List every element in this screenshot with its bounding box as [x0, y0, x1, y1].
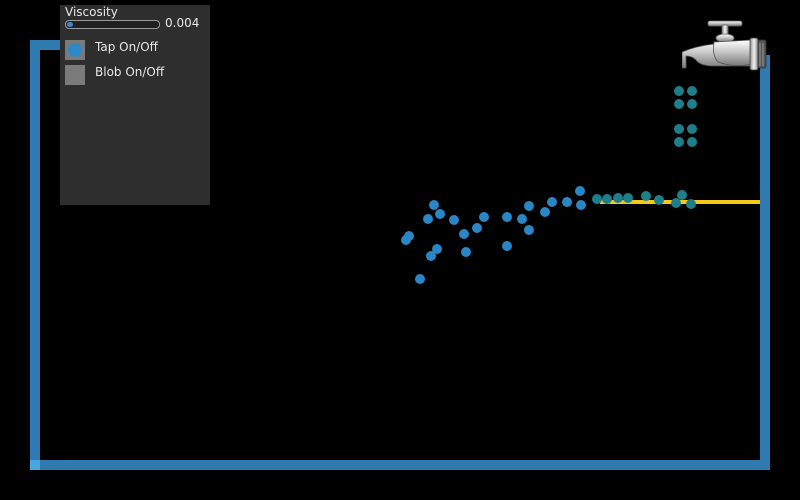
control-panel: Viscosity 0.004 Tap On/Off Blob On/Off — [60, 5, 210, 205]
fluid-particle — [415, 274, 425, 284]
fluid-particle — [654, 195, 664, 205]
fluid-particle — [677, 190, 687, 200]
container-top-lip — [30, 40, 70, 50]
fluid-particle — [435, 209, 445, 219]
fluid-particle — [671, 198, 681, 208]
fluid-particle — [459, 229, 469, 239]
fluid-particle — [472, 223, 482, 233]
fluid-particle — [502, 241, 512, 251]
fluid-particle — [524, 225, 534, 235]
fluid-particle — [401, 235, 411, 245]
container-corner — [30, 460, 40, 470]
fluid-particle — [641, 191, 651, 201]
fluid-particle — [429, 200, 439, 210]
blob-toggle-checkbox[interactable] — [65, 65, 85, 85]
fluid-particle — [674, 124, 684, 134]
fluid-particle — [517, 214, 527, 224]
fluid-particle — [432, 244, 442, 254]
fluid-particle — [592, 194, 602, 204]
tap-toggle-on-indicator — [68, 43, 82, 57]
fluid-particle — [674, 86, 684, 96]
fluid-particle — [613, 193, 623, 203]
fluid-particle — [687, 124, 697, 134]
container-right-wall — [760, 55, 770, 470]
faucet-icon[interactable] — [682, 16, 768, 76]
blob-toggle-label: Blob On/Off — [95, 65, 165, 79]
fluid-particle — [461, 247, 471, 257]
tap-toggle-label: Tap On/Off — [95, 40, 158, 54]
fluid-particle — [423, 214, 433, 224]
fluid-particle — [674, 99, 684, 109]
tap-toggle-checkbox[interactable] — [65, 40, 85, 60]
fluid-particle — [449, 215, 459, 225]
fluid-particle — [426, 251, 436, 261]
fluid-particle — [674, 137, 684, 147]
fluid-particle — [502, 212, 512, 222]
viscosity-value: 0.004 — [165, 16, 200, 30]
viscosity-label: Viscosity — [65, 5, 118, 19]
fluid-particle — [687, 86, 697, 96]
fluid-particle — [524, 201, 534, 211]
fluid-particle — [576, 200, 586, 210]
container-floor — [30, 460, 770, 470]
fluid-particle — [575, 186, 585, 196]
fluid-particle — [687, 137, 697, 147]
fluid-particle — [623, 193, 633, 203]
fluid-particle — [479, 212, 489, 222]
viscosity-slider-fill[interactable] — [67, 22, 73, 27]
fluid-particle — [547, 197, 557, 207]
viscosity-slider[interactable] — [65, 20, 160, 29]
fluid-particle — [602, 194, 612, 204]
fluid-particle — [540, 207, 550, 217]
fluid-particle — [686, 199, 696, 209]
container-left-wall — [30, 40, 40, 470]
fluid-particle — [562, 197, 572, 207]
fluid-particle — [687, 99, 697, 109]
